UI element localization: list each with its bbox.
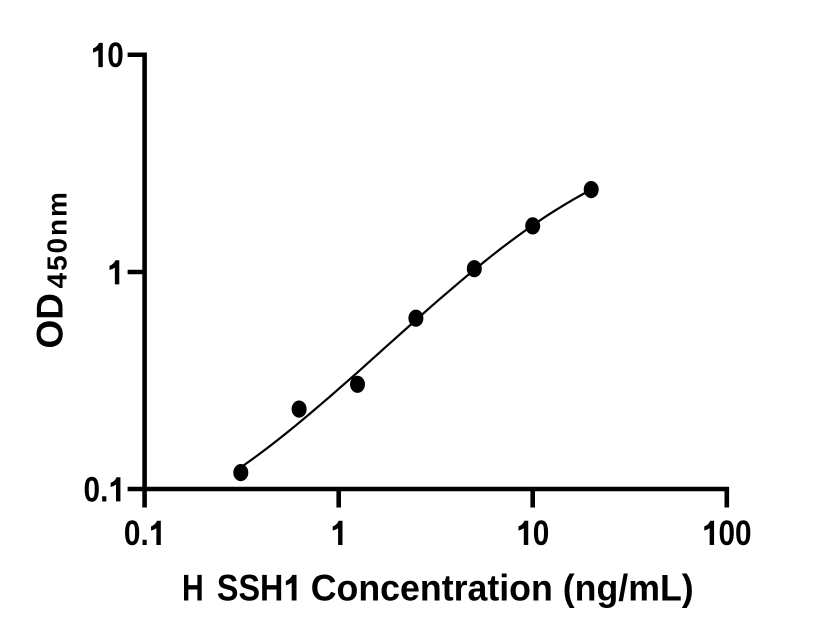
svg-text:H: H [182, 568, 204, 610]
svg-text:450nm: 450nm [42, 190, 73, 288]
svg-text:0.: 0. [124, 514, 149, 553]
svg-text:SSH: SSH [217, 569, 283, 609]
svg-text:0.: 0. [84, 470, 109, 509]
svg-text:OD: OD [30, 293, 71, 349]
svg-text:0: 0 [107, 36, 124, 75]
svg-text:00: 00 [719, 514, 752, 553]
svg-text:0: 0 [533, 514, 550, 553]
svg-text:Concentration (ng/mL): Concentration (ng/mL) [311, 567, 694, 609]
